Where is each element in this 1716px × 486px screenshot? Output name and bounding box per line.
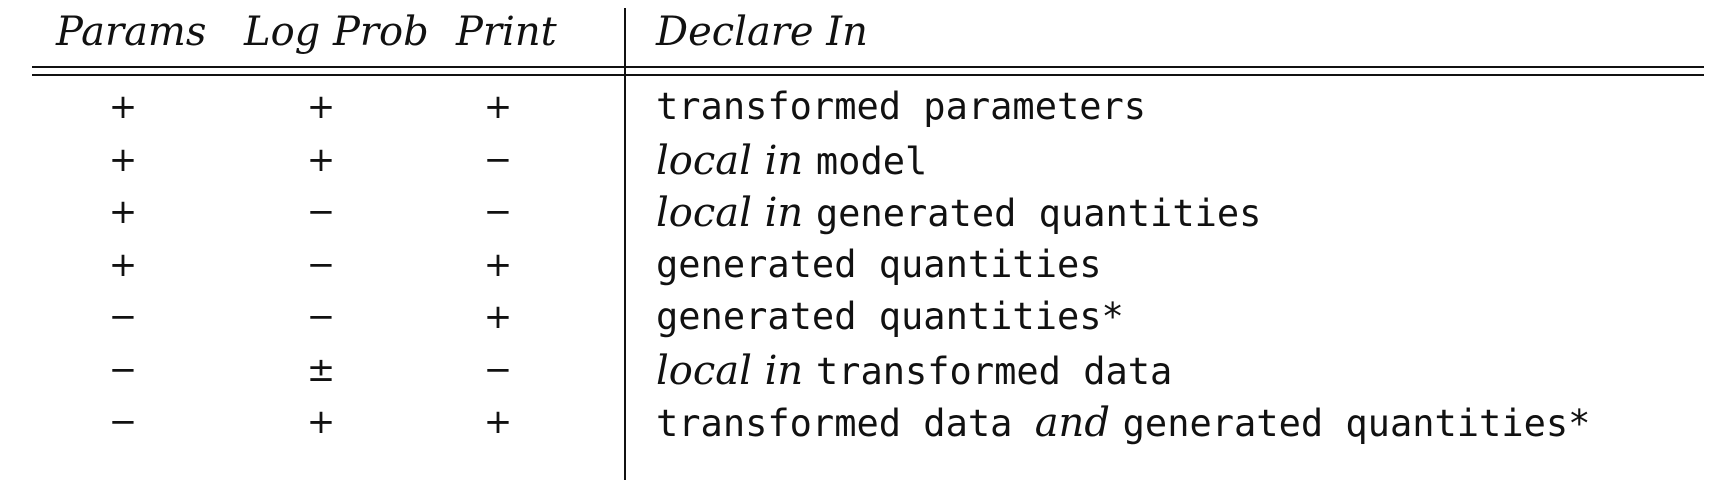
print-cell: + [483,245,513,285]
declaration-table: Params Log Prob Print Declare In + + + tran… [32,0,1704,486]
declare-in-cell: transformed parameters [656,88,1146,126]
print-cell: + [483,87,513,127]
params-cell: + [108,87,138,127]
params-cell: − [108,350,138,390]
declare-in-cell: transformed data and generated quantitie… [656,403,1590,443]
code-text: generated quantities [815,192,1262,235]
params-cell: + [108,140,138,180]
print-cell: + [483,402,513,442]
header-print: Print [456,9,557,55]
code-text: generated quantities [656,243,1102,286]
log-prob-cell: ± [306,350,336,390]
declare-in-cell: generated quantities* [656,298,1124,336]
log-prob-cell: + [306,140,336,180]
italic-text: local in [656,138,816,184]
print-cell: − [483,192,513,232]
log-prob-cell: − [306,192,336,232]
log-prob-cell: + [306,402,336,442]
declare-in-cell: local in transformed data [656,351,1172,391]
header-log-prob: Log Prob [244,9,429,55]
params-cell: − [108,297,138,337]
header-rule-bottom [32,74,1704,76]
log-prob-cell: + [306,87,336,127]
params-cell: + [108,192,138,232]
print-cell: − [483,350,513,390]
code-text: generated quantities* [656,295,1124,338]
log-prob-cell: − [306,245,336,285]
header-declare-in: Declare In [656,9,868,55]
params-cell: + [108,245,138,285]
code-text: transformed data [815,350,1173,393]
italic-text: and [1034,400,1123,446]
italic-text: local in [656,190,816,236]
declare-in-cell: local in model [656,141,927,181]
declare-in-cell: local in generated quantities [656,193,1261,233]
code-text: generated quantities* [1122,402,1591,445]
header-rule-top [32,66,1704,68]
params-cell: − [108,402,138,442]
header-params: Params [56,9,207,55]
code-text: transformed parameters [656,85,1147,128]
column-divider [624,8,626,480]
code-text: model [815,140,928,183]
log-prob-cell: − [306,297,336,337]
declare-in-cell: generated quantities [656,246,1102,284]
italic-text: local in [656,348,816,394]
print-cell: − [483,140,513,180]
print-cell: + [483,297,513,337]
code-text: transformed data [656,402,1035,445]
